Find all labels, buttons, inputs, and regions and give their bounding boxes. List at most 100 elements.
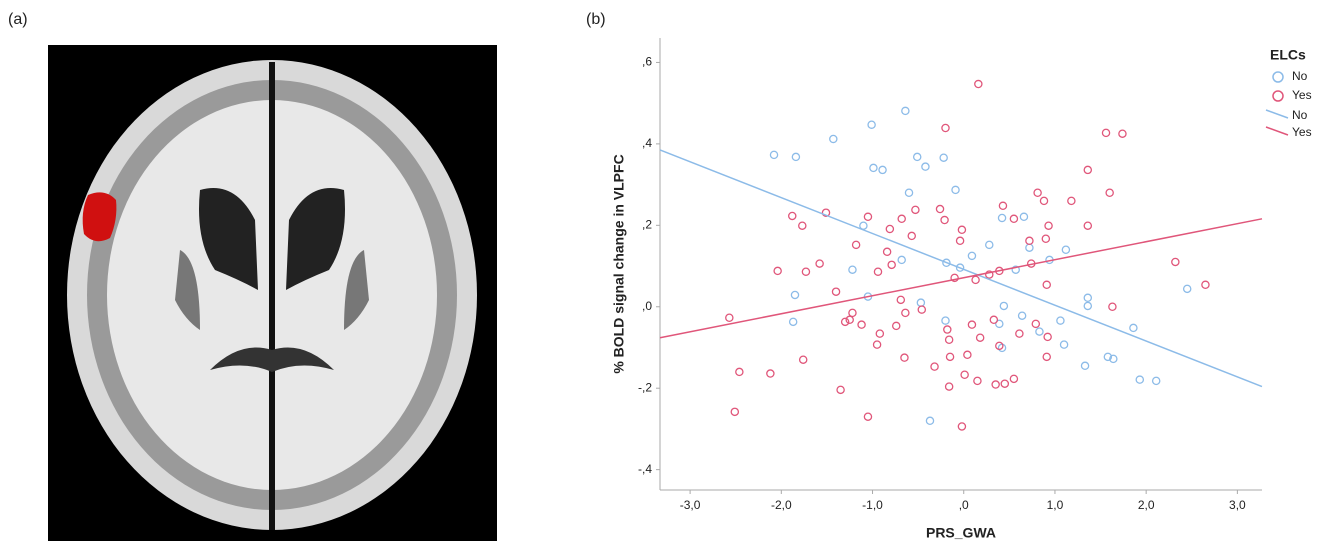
point (967, 320, 977, 329)
point (921, 162, 930, 171)
x-tick-label: 2,0 (1138, 498, 1155, 512)
point (872, 340, 882, 349)
point (788, 317, 798, 327)
point (1025, 243, 1034, 252)
point (1105, 188, 1114, 197)
point (1041, 234, 1051, 244)
fit-line (659, 149, 1263, 388)
point (1043, 332, 1052, 342)
point (1118, 129, 1127, 138)
y-tick-label: ,0 (642, 299, 652, 313)
point (790, 290, 800, 300)
panel-label: (b) (586, 11, 606, 28)
point (1044, 221, 1053, 230)
point (900, 353, 909, 362)
x-tick-label: ,0 (959, 498, 969, 512)
y-tick-label: ,6 (642, 55, 652, 69)
point (955, 263, 965, 272)
point (940, 215, 949, 225)
point (1033, 188, 1042, 197)
point (901, 308, 910, 318)
point (997, 213, 1007, 223)
y-axis-title: % BOLD signal change in VLPFC (611, 154, 627, 373)
point (974, 79, 983, 89)
point (1135, 375, 1145, 384)
legend-line (1265, 126, 1289, 136)
point (1083, 221, 1093, 230)
point (951, 185, 960, 195)
point (975, 333, 985, 342)
point (725, 313, 734, 323)
point (999, 301, 1009, 311)
point (791, 152, 801, 162)
point (896, 295, 906, 305)
point (1083, 165, 1093, 175)
point (897, 214, 906, 224)
point (801, 267, 811, 276)
x-tick-label: -2,0 (771, 498, 792, 512)
point (944, 335, 954, 344)
point (942, 258, 951, 268)
point (1061, 245, 1071, 254)
point (917, 305, 927, 314)
point (1011, 265, 1020, 274)
point (873, 267, 883, 276)
point (1000, 379, 1010, 388)
point (1083, 301, 1093, 311)
point (957, 225, 967, 235)
point (925, 416, 935, 426)
point (848, 308, 857, 318)
y-tick-label: ,4 (642, 136, 652, 150)
point (821, 208, 831, 217)
point (1108, 302, 1117, 312)
point (1109, 354, 1118, 364)
point (1017, 311, 1027, 320)
point (1182, 284, 1192, 294)
point (788, 211, 797, 221)
point (1019, 212, 1029, 222)
point (1015, 329, 1024, 338)
legend-label: Yes (1292, 88, 1312, 102)
point (836, 385, 845, 395)
x-axis-title: PRS_GWA (926, 525, 996, 541)
point (848, 265, 857, 274)
point (971, 275, 980, 285)
point (935, 204, 945, 214)
point (829, 134, 838, 144)
point (950, 273, 959, 283)
point (963, 350, 972, 360)
panel-label: (a) (8, 11, 28, 28)
point (941, 123, 950, 133)
point (840, 317, 850, 327)
point (798, 221, 807, 230)
point (882, 247, 892, 257)
point (995, 341, 1004, 351)
point (1031, 319, 1041, 329)
point (901, 106, 910, 116)
legend-title: ELCs (1270, 47, 1306, 63)
y-tick-label: -,4 (638, 462, 652, 476)
brain-image (48, 45, 497, 541)
x-tick-label: -1,0 (862, 498, 883, 512)
point (904, 188, 914, 197)
point (1083, 293, 1093, 303)
point (875, 329, 885, 338)
point (869, 163, 878, 173)
point (985, 270, 994, 279)
point (863, 412, 873, 421)
legend-label: No (1292, 69, 1308, 83)
scatter-plot: -,4 -,2 ,0 ,2 ,4 ,6 -3,0 -2,0 -1,0 ,0 1,0 2,0 3,0 PRS… (611, 38, 1312, 541)
point (769, 150, 779, 160)
point (885, 224, 895, 234)
point (766, 369, 775, 378)
point (960, 370, 969, 380)
point (1042, 280, 1051, 290)
point (967, 251, 977, 261)
point (1129, 323, 1138, 333)
point (1101, 128, 1111, 138)
point (1067, 196, 1076, 206)
point (815, 259, 824, 268)
point (1080, 361, 1090, 371)
point (1009, 214, 1019, 224)
